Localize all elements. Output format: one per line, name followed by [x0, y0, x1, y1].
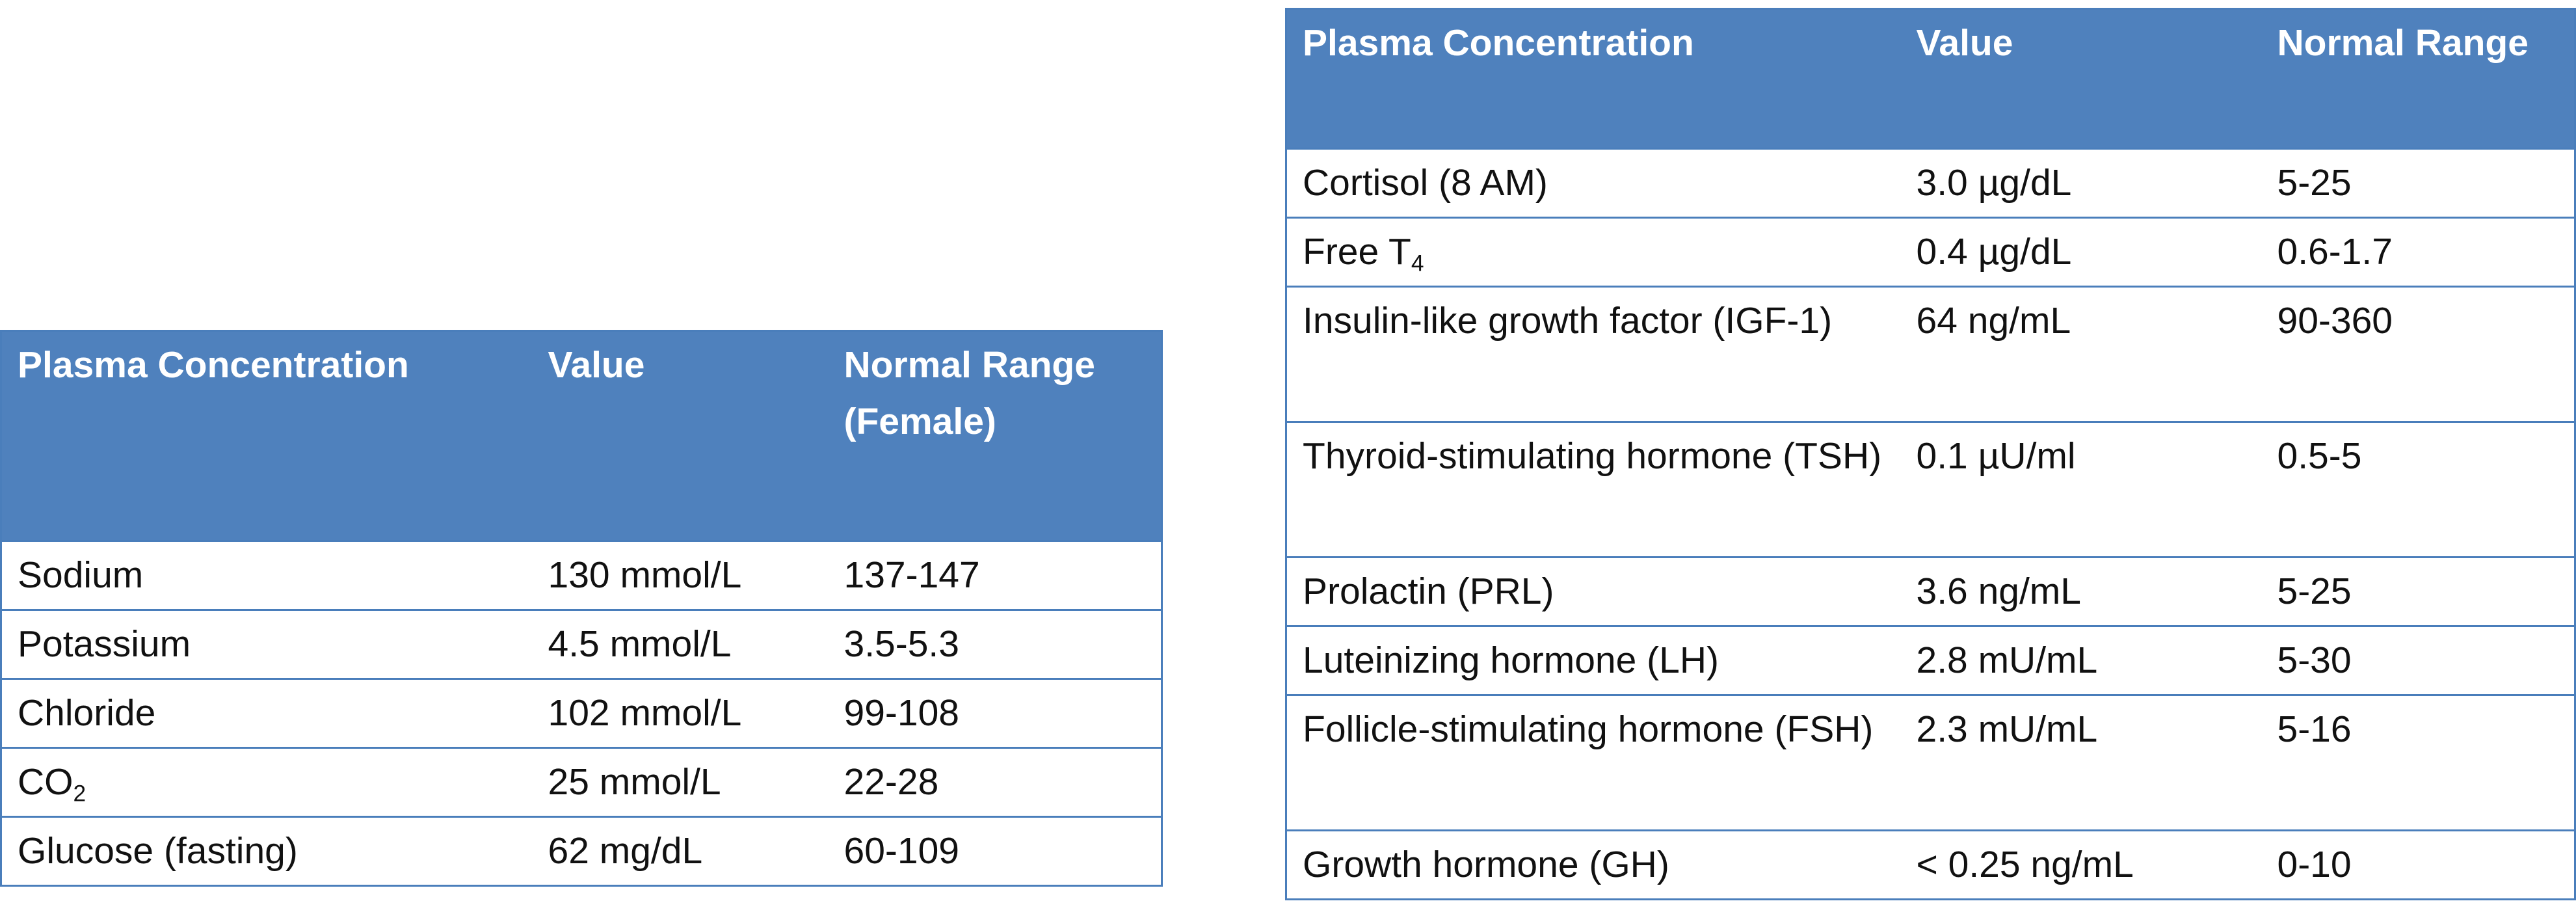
range-cell: 60-109: [828, 816, 1163, 887]
table-row: CO2 25 mmol/L 22-28: [0, 747, 1163, 818]
column-header-range: Normal Range (Female): [828, 330, 1163, 542]
range-cell: 99-108: [828, 678, 1163, 749]
subscript: 2: [73, 781, 86, 807]
value-cell: < 0.25 ng/mL: [1900, 829, 2262, 900]
table-row: Potassium 4.5 mmol/L 3.5-5.3: [0, 609, 1163, 680]
analyte-cell: Insulin-like growth factor (IGF-1): [1285, 286, 1901, 423]
range-cell: 5-25: [2261, 148, 2576, 219]
range-cell: 5-25: [2261, 556, 2576, 627]
analyte-cell: Growth hormone (GH): [1285, 829, 1901, 900]
value-cell: 62 mg/dL: [532, 816, 829, 887]
range-cell: 90-360: [2261, 286, 2576, 423]
subscript: 4: [1411, 250, 1424, 276]
table-row: Chloride 102 mmol/L 99-108: [0, 678, 1163, 749]
range-cell: 5-30: [2261, 625, 2576, 696]
range-cell: 137-147: [828, 540, 1163, 611]
value-cell: 3.0 µg/dL: [1900, 148, 2262, 219]
analyte-cell: Sodium: [0, 540, 533, 611]
value-cell: 25 mmol/L: [532, 747, 829, 818]
analyte-text: Free T: [1303, 231, 1411, 273]
analyte-cell: Free T4: [1285, 217, 1901, 288]
table-row: Cortisol (8 AM) 3.0 µg/dL 5-25: [1285, 148, 2576, 219]
value-cell: 130 mmol/L: [532, 540, 829, 611]
table-row: Luteinizing hormone (LH) 2.8 mU/mL 5-30: [1285, 625, 2576, 696]
column-header-value: Value: [532, 330, 829, 542]
analyte-cell: Follicle-stimulating hormone (FSH): [1285, 694, 1901, 831]
analyte-cell: Prolactin (PRL): [1285, 556, 1901, 627]
range-cell: 3.5-5.3: [828, 609, 1163, 680]
analyte-cell: Chloride: [0, 678, 533, 749]
range-cell: 0.5-5: [2261, 421, 2576, 558]
value-cell: 102 mmol/L: [532, 678, 829, 749]
table-row: Free T4 0.4 µg/dL 0.6-1.7: [1285, 217, 2576, 288]
column-header-analyte: Plasma Concentration: [0, 330, 533, 542]
value-cell: 3.6 ng/mL: [1900, 556, 2262, 627]
analyte-cell: Cortisol (8 AM): [1285, 148, 1901, 219]
value-cell: 4.5 mmol/L: [532, 609, 829, 680]
table-row: Growth hormone (GH) < 0.25 ng/mL 0-10: [1285, 829, 2576, 900]
electrolyte-glucose-table: Plasma Concentration Value Normal Range …: [0, 330, 1163, 887]
hormone-table: Plasma Concentration Value Normal Range …: [1285, 8, 2576, 900]
analyte-cell: Thyroid-stimulating hormone (TSH): [1285, 421, 1901, 558]
column-header-analyte: Plasma Concentration: [1285, 8, 1901, 150]
table-row: Insulin-like growth factor (IGF-1) 64 ng…: [1285, 286, 2576, 423]
table-row: Sodium 130 mmol/L 137-147: [0, 540, 1163, 611]
table-header-row: Plasma Concentration Value Normal Range: [1285, 8, 2576, 150]
range-cell: 0.6-1.7: [2261, 217, 2576, 288]
table-row: Thyroid-stimulating hormone (TSH) 0.1 µU…: [1285, 421, 2576, 558]
column-header-value: Value: [1900, 8, 2262, 150]
analyte-cell: CO2: [0, 747, 533, 818]
value-cell: 64 ng/mL: [1900, 286, 2262, 423]
table-row: Glucose (fasting) 62 mg/dL 60-109: [0, 816, 1163, 887]
analyte-text: CO: [18, 761, 73, 803]
table-row: Follicle-stimulating hormone (FSH) 2.3 m…: [1285, 694, 2576, 831]
value-cell: 2.3 mU/mL: [1900, 694, 2262, 831]
analyte-cell: Glucose (fasting): [0, 816, 533, 887]
analyte-cell: Luteinizing hormone (LH): [1285, 625, 1901, 696]
table-header-row: Plasma Concentration Value Normal Range …: [0, 330, 1163, 542]
table-row: Prolactin (PRL) 3.6 ng/mL 5-25: [1285, 556, 2576, 627]
value-cell: 0.1 µU/ml: [1900, 421, 2262, 558]
column-header-range: Normal Range: [2261, 8, 2576, 150]
range-cell: 5-16: [2261, 694, 2576, 831]
range-cell: 22-28: [828, 747, 1163, 818]
analyte-cell: Potassium: [0, 609, 533, 680]
range-cell: 0-10: [2261, 829, 2576, 900]
value-cell: 0.4 µg/dL: [1900, 217, 2262, 288]
value-cell: 2.8 mU/mL: [1900, 625, 2262, 696]
